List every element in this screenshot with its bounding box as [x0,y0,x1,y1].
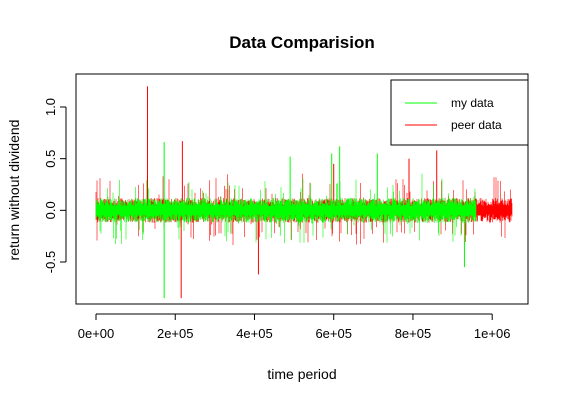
y-axis-label: return without dividend [6,120,22,261]
x-tick-label: 0e+00 [78,326,115,341]
legend-label-peer-data: peer data [451,118,502,132]
x-tick-label: 1e+06 [474,326,511,341]
x-tick-label: 4e+05 [236,326,273,341]
x-axis: 0e+00 2e+05 4e+05 6e+05 8e+05 1e+06 [78,314,511,341]
x-tick-label: 6e+05 [315,326,352,341]
x-tick-label: 8e+05 [395,326,432,341]
x-axis-label: time period [267,366,336,382]
legend-box [391,80,528,145]
y-tick-label: 1.0 [43,98,58,116]
series-band [96,174,476,244]
chart-title: Data Comparision [229,33,374,52]
y-tick-label: -0.5 [43,251,58,273]
legend: my data peer data [391,80,528,145]
y-tick-label: 0.5 [43,150,58,168]
x-tick-label: 2e+05 [157,326,194,341]
legend-label-my-data: my data [451,96,494,110]
y-axis: -0.5 0.0 0.5 1.0 [43,98,66,273]
y-tick-label: 0.0 [43,201,58,219]
